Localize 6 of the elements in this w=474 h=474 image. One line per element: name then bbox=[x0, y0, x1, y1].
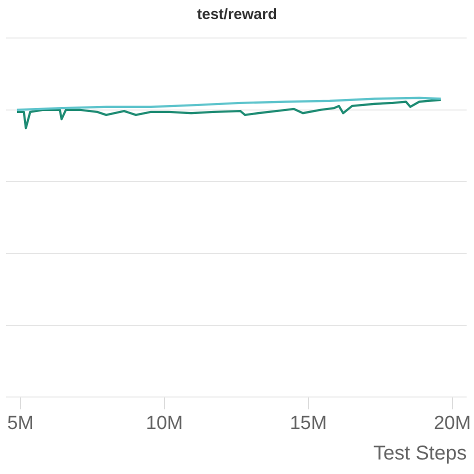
x-axis-title: Test Steps bbox=[373, 442, 467, 465]
x-tick-label: 10M bbox=[146, 412, 183, 434]
x-tick-label: 20M bbox=[434, 412, 471, 434]
x-tick-label: 5M bbox=[7, 412, 34, 434]
x-tick-label: 15M bbox=[290, 412, 327, 434]
chart-title: test/reward bbox=[196, 6, 278, 24]
